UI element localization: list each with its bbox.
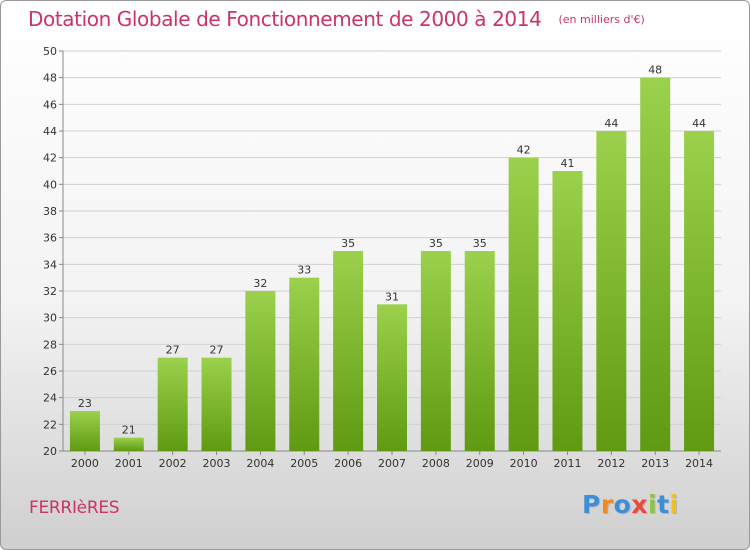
x-tick-label: 2013 <box>641 457 669 470</box>
commune-name: FERRIèRES <box>29 498 120 518</box>
bar-value-label: 27 <box>166 344 180 357</box>
x-tick-label: 2005 <box>290 457 318 470</box>
y-tick-label: 32 <box>43 285 57 298</box>
bar <box>113 437 144 451</box>
bar <box>552 171 583 451</box>
x-tick-label: 2002 <box>159 457 187 470</box>
logo-letter: x <box>631 490 648 519</box>
y-tick-label: 46 <box>43 98 57 111</box>
logo-letter: r <box>600 490 614 519</box>
bar-value-label: 23 <box>78 397 92 410</box>
bar <box>464 251 495 451</box>
y-tick-label: 36 <box>43 232 57 245</box>
x-tick-label: 2011 <box>553 457 581 470</box>
y-tick-label: 28 <box>43 338 57 351</box>
y-tick-label: 26 <box>43 365 57 378</box>
x-tick-label: 2014 <box>685 457 713 470</box>
x-tick-label: 2008 <box>422 457 450 470</box>
bar-value-label: 41 <box>560 157 574 170</box>
x-tick-label: 2012 <box>597 457 625 470</box>
y-tick-label: 40 <box>43 178 57 191</box>
bar-value-label: 33 <box>297 264 311 277</box>
y-tick-label: 22 <box>43 418 57 431</box>
bar-value-label: 42 <box>517 144 531 157</box>
x-tick-label: 2010 <box>510 457 538 470</box>
y-tick-label: 30 <box>43 312 57 325</box>
y-tick-label: 24 <box>43 392 57 405</box>
bar <box>289 277 320 451</box>
x-tick-label: 2001 <box>115 457 143 470</box>
bar-value-label: 31 <box>385 290 399 303</box>
y-tick-label: 38 <box>43 205 57 218</box>
x-tick-label: 2006 <box>334 457 362 470</box>
x-tick-label: 2000 <box>71 457 99 470</box>
logo-letter: i <box>648 490 658 519</box>
proxiti-logo: Proxiti <box>582 490 679 519</box>
chart-title: Dotation Globale de Fonctionnement de 20… <box>28 7 542 31</box>
bar <box>157 357 188 451</box>
bar <box>508 157 539 451</box>
logo-letter: o <box>613 490 632 519</box>
bar <box>596 131 627 451</box>
bar-value-label: 32 <box>253 277 267 290</box>
x-tick-label: 2009 <box>466 457 494 470</box>
y-tick-label: 50 <box>43 45 57 58</box>
x-tick-label: 2007 <box>378 457 406 470</box>
chart-title-row: Dotation Globale de Fonctionnement de 20… <box>28 7 645 31</box>
bar-value-label: 44 <box>692 117 706 130</box>
bar-value-label: 27 <box>210 344 224 357</box>
bar-value-label: 35 <box>473 237 487 250</box>
y-tick-label: 48 <box>43 72 57 85</box>
bar <box>684 131 715 451</box>
bar <box>377 304 407 451</box>
y-tick-label: 34 <box>43 258 57 271</box>
bar-value-label: 44 <box>604 117 618 130</box>
bar-value-label: 48 <box>648 64 662 77</box>
logo-letter: i <box>669 490 679 519</box>
bar-value-label: 21 <box>122 424 136 437</box>
bar-value-label: 35 <box>341 237 355 250</box>
y-tick-label: 20 <box>43 445 57 458</box>
logo-letter: P <box>582 490 601 519</box>
y-tick-label: 44 <box>43 125 57 138</box>
y-tick-label: 42 <box>43 152 57 165</box>
bar <box>640 77 671 452</box>
logo-letter: t <box>657 490 670 519</box>
x-tick-label: 2003 <box>203 457 231 470</box>
bar <box>69 411 100 451</box>
bar <box>201 357 232 451</box>
bar <box>420 251 451 451</box>
bar-value-label: 35 <box>429 237 443 250</box>
chart-subtitle: (en milliers d'€) <box>558 13 645 26</box>
bar <box>333 251 364 451</box>
bar <box>245 291 276 451</box>
x-tick-label: 2004 <box>246 457 274 470</box>
